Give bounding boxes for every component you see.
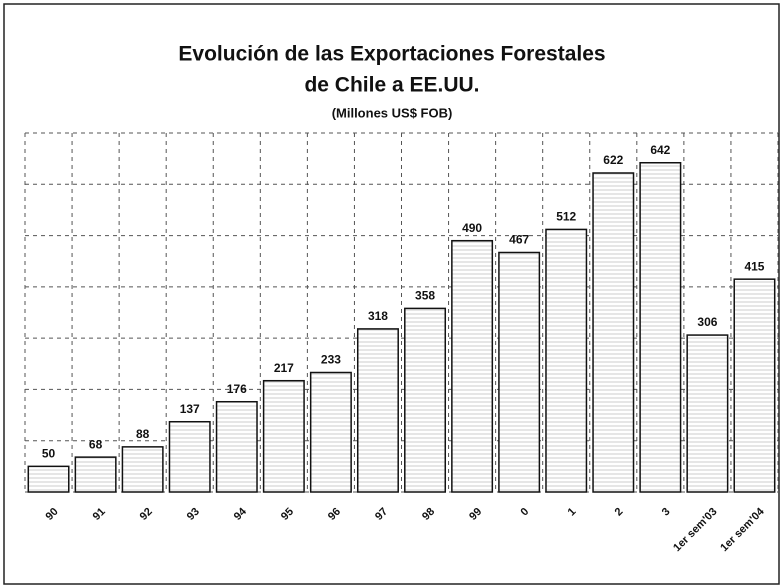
data-label: 50 <box>42 447 56 461</box>
data-label: 622 <box>603 153 623 167</box>
chart-title: Evolución de las Exportaciones Forestale… <box>178 43 605 66</box>
bar <box>733 278 776 493</box>
data-label: 217 <box>274 361 294 375</box>
data-label: 415 <box>744 259 764 273</box>
bar <box>121 446 164 493</box>
bar <box>74 456 117 493</box>
data-label: 642 <box>650 143 670 157</box>
bar <box>215 400 258 493</box>
data-label: 176 <box>227 382 247 396</box>
bar <box>404 307 447 493</box>
data-label: 137 <box>180 402 200 416</box>
bar <box>592 172 635 493</box>
data-label: 490 <box>462 221 482 235</box>
bar <box>27 465 70 493</box>
data-label: 88 <box>136 427 150 441</box>
bar <box>686 334 729 493</box>
chart-subtitle: (Millones US$ FOB) <box>332 105 453 120</box>
bar <box>639 161 682 493</box>
data-label: 233 <box>321 353 341 367</box>
data-label: 68 <box>89 437 103 451</box>
bar <box>545 228 588 493</box>
data-label: 306 <box>697 315 717 329</box>
bar <box>451 239 494 493</box>
bar <box>309 371 352 493</box>
data-label: 318 <box>368 309 388 323</box>
bar <box>356 328 399 493</box>
bar <box>168 420 211 493</box>
bar <box>262 379 305 493</box>
data-label: 512 <box>556 210 576 224</box>
data-label: 358 <box>415 289 435 303</box>
data-label: 467 <box>509 233 529 247</box>
bar <box>498 251 541 493</box>
chart-title-line2: de Chile a EE.UU. <box>304 74 479 97</box>
